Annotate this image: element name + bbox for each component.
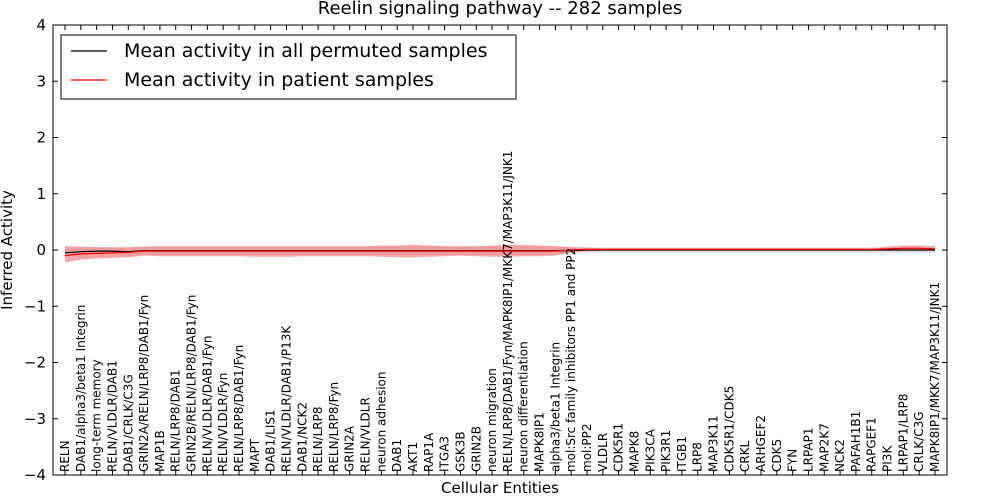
x-tick-label: LRPAP1/LRP8 [896,394,910,473]
legend-label-permuted: Mean activity in all permuted samples [124,40,487,62]
x-tick-label: ITGA3 [438,436,452,472]
x-tick-label: MAPK8IP1/MKK7/MAP3K11/JNK1 [928,282,942,472]
x-tick-label: CDK5R1/CDK5 [722,386,736,472]
y-tick-label: 1 [36,185,46,203]
x-tick-label: CDK5 [770,439,784,472]
x-tick-label: DAB1/NCK2 [295,402,309,472]
x-tick-label: GRIN2B [469,426,483,472]
x-tick-label: neuron adhesion [374,372,388,473]
x-tick-label: CRKL [738,440,752,472]
x-tick-label: DAB1/LIS1 [264,409,278,472]
x-tick-label: RELN/LRP8/DAB1/Fyn [232,345,246,472]
series-line-1 [64,247,936,257]
x-tick-label: FYN [786,449,800,472]
x-tick-label: neuron differentiation [517,341,531,472]
x-tick-label: MAP3K11 [707,415,721,472]
x-tick-label: NCK2 [833,439,847,472]
x-tick-label: AKT1 [406,442,420,472]
x-axis-label: Cellular Entities [441,479,559,497]
x-tick-label: RELN [58,440,72,472]
y-tick-label: 3 [36,72,46,90]
x-tick-label: VLDLR [596,433,610,472]
x-tick-label: CRLK/C3G [912,411,926,472]
y-ticks: 4 3 2 1 0 −1 −2 −3 −4 [24,16,947,484]
x-tick-label: mol:Src family inhibitors PP1 and PP2 [564,248,578,472]
x-tick-label: RELN/LRP8/DAB1 [169,369,183,472]
x-tick-label: PIK3R1 [659,430,673,472]
y-tick-label: 4 [36,16,46,34]
legend-box [60,34,517,100]
legend: Mean activity in all permuted samples Me… [60,34,517,100]
x-tick-label: MAP1B [153,430,167,472]
x-tick-label: PI3K [881,445,895,472]
legend-label-patient: Mean activity in patient samples [124,69,434,91]
x-tick-label: RELN/LRP8 [311,406,325,472]
x-tick-label: GRIN2A/RELN/LRP8/DAB1/Fyn [137,295,151,472]
x-tick-label: LRPAP1 [802,427,816,472]
x-tick-label: long-term memory [90,359,104,472]
x-tick-label: RELN/VLDLR [359,397,373,472]
chart-title: Reelin signaling pathway -- 282 samples [318,0,682,19]
x-tick-label: RAP1A [422,432,436,472]
y-tick-label: 0 [36,241,46,259]
x-tick-label: RELN/VLDLR/DAB1 [106,360,120,472]
lines-layer [64,247,936,257]
y-tick-label: −1 [24,297,46,315]
x-tick-label: mol:PP2 [580,423,594,472]
x-tick-label: MAP2K7 [817,423,831,472]
x-tick-label: DAB1/alpha3/beta1 Integrin [74,305,88,472]
plot-area-frame [52,24,948,476]
x-tick-label: RAPGEF1 [865,417,879,472]
x-tick-label: DAB1/CRLK/C3G [121,374,135,472]
x-tick-label: RELN/VLDLR/DAB1/Fyn [200,336,214,472]
x-tick-label: MAPK8 [628,431,642,472]
x-tick-label: GSK3B [454,431,468,472]
x-tick-label: ITGB1 [675,436,689,472]
x-tick-label: PIK3CA [643,428,657,472]
x-tick-label: ARHGEF2 [754,415,768,472]
x-tick-label: RELN/LRP8/Fyn [327,382,341,472]
y-axis-label: Inferred Activity [0,190,16,310]
x-tick-label: DAB1 [390,439,404,472]
x-tick-label: PAFAH1B1 [849,411,863,472]
x-tick-label: alpha3/beta1 Integrin [548,342,562,472]
x-tick-label: RELN/VLDLR/Fyn [216,373,230,472]
x-tick-label: CDK5R1 [612,423,626,472]
x-tick-label: MAPK8IP1 [533,412,547,472]
y-tick-label: 2 [36,129,46,147]
x-tick-label: RELN/LRP8/DAB1/Fyn/MAPK8IP1/MKK7/MAP3K11… [501,151,515,472]
x-tick-label: neuron migration [485,368,499,472]
x-tick-label: RELN/VLDLR/DAB1/P13K [280,325,294,472]
y-tick-label: −3 [24,410,46,428]
x-ticks: RELN DAB1/alpha3/beta1 Integrin long-term … [58,25,942,475]
y-tick-label: −2 [24,354,46,372]
x-tick-label: GRIN2B/RELN/LRP8/DAB1/Fyn [185,295,199,472]
x-tick-label: LRP8 [691,442,705,472]
x-tick-label: GRIN2A [343,425,357,472]
x-tick-label: MAPT [248,438,262,472]
y-tick-label: −4 [24,466,46,484]
